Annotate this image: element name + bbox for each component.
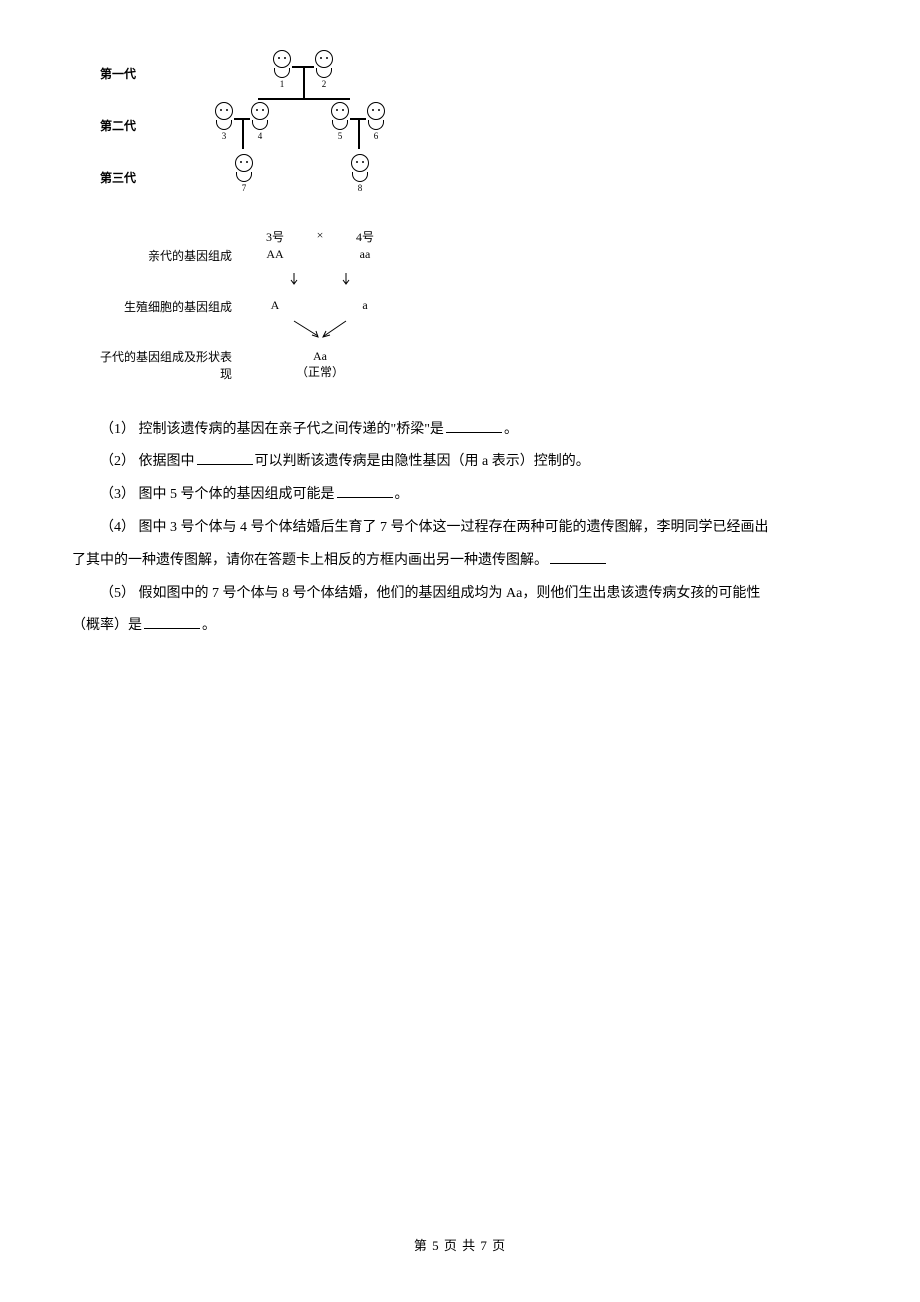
q4-line1: （4） 图中 3 号个体与 4 号个体结婚后生育了 7 号个体这一过程存在两种可… <box>100 520 769 535</box>
sibling-line-g2 <box>258 98 350 100</box>
q1-pre: （1） 控制该遗传病的基因在亲子代之间传递的"桥梁"是 <box>100 422 444 437</box>
genetic-cross-diagram: 3号 × 4号 亲代的基因组成 AA aa 生殖细胞的基因组成 <box>100 228 848 383</box>
cross-row3-note: （正常） <box>250 365 390 381</box>
person-4: 4 <box>248 102 272 141</box>
q2-post: 可以判断该遗传病是由隐性基因（用 a 表示）控制的。 <box>255 454 590 469</box>
q5-line2-pre: （概率）是 <box>72 618 142 633</box>
question-5-line2: （概率）是 。 <box>72 611 848 642</box>
generation-1-row: 第一代 1 2 <box>100 50 848 96</box>
question-2: （2） 依据图中 可以判断该遗传病是由隐性基因（用 a 表示）控制的。 <box>72 447 848 478</box>
person-6: 6 <box>364 102 388 141</box>
q3-pre: （3） 图中 5 号个体的基因组成可能是 <box>100 487 335 502</box>
person-1: 1 <box>270 50 294 89</box>
q5-line1: （5） 假如图中的 7 号个体与 8 号个体结婚，他们的基因组成均为 Aa，则他… <box>100 586 760 601</box>
page-footer: 第 5 页 共 7 页 <box>0 1235 920 1254</box>
arrow-converge <box>250 317 390 343</box>
cross-row1-label: 亲代的基因组成 <box>100 247 250 264</box>
cross-row1-right: aa <box>351 247 379 262</box>
cross-row3-label: 子代的基因组成及形状表现 <box>100 349 250 383</box>
question-4-line2: 了其中的一种遗传图解，请你在答题卡上相反的方框内画出另一种遗传图解。 <box>72 546 848 577</box>
person-8-num: 8 <box>358 183 363 193</box>
cross-row2-label: 生殖细胞的基因组成 <box>100 298 250 315</box>
arrow-down-pair-1 <box>250 266 390 292</box>
q1-blank[interactable] <box>446 419 502 433</box>
person-3: 3 <box>212 102 236 141</box>
generation-3-row: 第三代 7 8 <box>100 154 848 200</box>
person-8: 8 <box>348 154 372 193</box>
question-4-line1: （4） 图中 3 号个体与 4 号个体结婚后生育了 7 号个体这一过程存在两种可… <box>72 513 848 544</box>
pedigree-diagram: 第一代 1 2 第二代 3 4 <box>100 50 848 200</box>
page-number: 第 5 页 共 7 页 <box>414 1238 506 1253</box>
q2-blank[interactable] <box>197 451 253 465</box>
cross-header-x: × <box>311 228 329 245</box>
person-2: 2 <box>312 50 336 89</box>
generation-2-row: 第二代 3 4 5 6 <box>100 102 848 148</box>
q4-blank[interactable] <box>550 550 606 564</box>
question-3: （3） 图中 5 号个体的基因组成可能是 。 <box>72 480 848 511</box>
q4-line2: 了其中的一种遗传图解，请你在答题卡上相反的方框内画出另一种遗传图解。 <box>72 553 548 568</box>
gen2-label: 第二代 <box>100 117 160 134</box>
cross-header-left: 3号 <box>261 228 289 245</box>
q5-line2-post: 。 <box>202 618 216 633</box>
cross-header-right: 4号 <box>351 228 379 245</box>
q5-blank[interactable] <box>144 615 200 629</box>
person-2-num: 2 <box>322 79 327 89</box>
person-6-num: 6 <box>374 131 379 141</box>
cross-row2-right: a <box>351 298 379 313</box>
person-4-num: 4 <box>258 131 263 141</box>
person-5: 5 <box>328 102 352 141</box>
question-5-line1: （5） 假如图中的 7 号个体与 8 号个体结婚，他们的基因组成均为 Aa，则他… <box>72 579 848 610</box>
q1-post: 。 <box>504 422 518 437</box>
descent-line-g1 <box>303 67 305 99</box>
cross-row2-left: A <box>261 298 289 313</box>
descent-line-34 <box>242 119 244 149</box>
person-7-num: 7 <box>242 183 247 193</box>
gen3-label: 第三代 <box>100 169 160 186</box>
person-3-num: 3 <box>222 131 227 141</box>
q2-pre: （2） 依据图中 <box>100 454 195 469</box>
gen1-label: 第一代 <box>100 65 160 82</box>
q3-post: 。 <box>395 487 409 502</box>
cross-row1-left: AA <box>261 247 289 262</box>
person-7: 7 <box>232 154 256 193</box>
person-1-num: 1 <box>280 79 285 89</box>
person-5-num: 5 <box>338 131 343 141</box>
descent-line-56 <box>358 119 360 149</box>
q3-blank[interactable] <box>337 484 393 498</box>
question-1: （1） 控制该遗传病的基因在亲子代之间传递的"桥梁"是 。 <box>72 415 848 446</box>
cross-row3-result: Aa <box>250 349 390 365</box>
